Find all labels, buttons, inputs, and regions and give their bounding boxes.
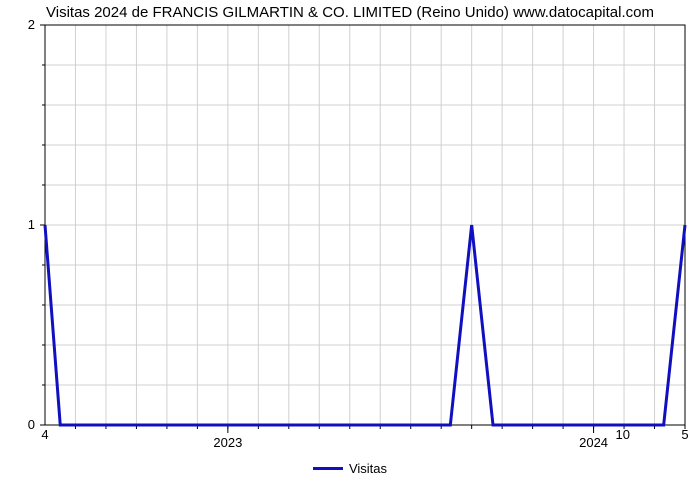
plot-area: 012202320244510 <box>45 25 685 425</box>
y-tick-label: 2 <box>28 17 35 32</box>
legend: Visitas <box>0 460 700 476</box>
chart-container: { "chart": { "type": "line", "title": "V… <box>0 0 700 500</box>
y-tick-label: 0 <box>28 417 35 432</box>
x-tick-label: 2023 <box>213 435 242 450</box>
x-edge-left-label: 4 <box>41 427 48 442</box>
x-edge-right-label: 5 <box>681 427 688 442</box>
legend-label: Visitas <box>349 461 387 476</box>
legend-swatch <box>313 467 343 470</box>
series-line-visitas <box>45 225 685 425</box>
chart-title: Visitas 2024 de FRANCIS GILMARTIN & CO. … <box>0 4 700 21</box>
x-tick-label: 2024 <box>579 435 608 450</box>
plot-svg: 012202320244510 <box>45 25 685 425</box>
y-tick-label: 1 <box>28 217 35 232</box>
right-tick-label: 10 <box>616 427 630 442</box>
